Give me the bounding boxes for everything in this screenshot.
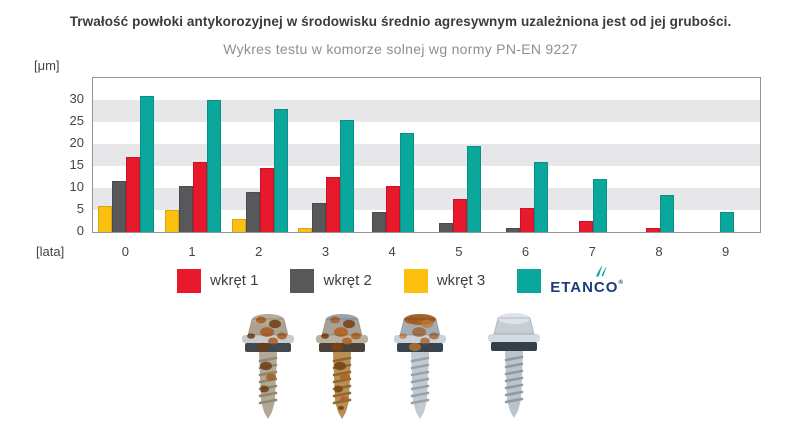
bar-ETANCO-year-6 (533, 161, 548, 232)
bar-wkręt-3-year-2 (231, 218, 246, 232)
bar-group-year-2 (226, 78, 293, 232)
bar-group-year-8 (627, 78, 694, 232)
bar-wkręt-2-year-5 (438, 223, 453, 232)
legend-label: wkręt 2 (323, 272, 372, 289)
legend-swatch-teal (517, 268, 542, 293)
legend-label: wkręt 1 (210, 272, 259, 289)
bar-group-year-7 (560, 78, 627, 232)
x-tick-6: 6 (521, 244, 530, 259)
legend-item-wkret-3: wkręt 3 (403, 268, 486, 293)
bar-group-year-5 (427, 78, 494, 232)
legend-swatch-yellow (403, 268, 428, 293)
bar-ETANCO-year-8 (659, 194, 674, 232)
legend-item-wkret-1: wkręt 1 (177, 268, 259, 293)
bar-ETANCO-year-0 (140, 95, 155, 232)
bar-wkręt-2-year-1 (179, 185, 194, 232)
bar-wkręt-1-year-2 (259, 168, 274, 232)
bar-ETANCO-year-7 (593, 179, 608, 232)
x-tick-7: 7 (588, 244, 596, 259)
legend-label: wkręt 3 (436, 272, 486, 289)
etanco-wordmark: ETANCO® (550, 279, 624, 296)
bar-group-year-1 (160, 78, 227, 232)
bar-wkręt-1-year-6 (519, 207, 534, 232)
x-tick-4: 4 (388, 244, 396, 259)
x-tick-0: 0 (121, 244, 129, 259)
bar-ETANCO-year-4 (400, 133, 415, 232)
bar-wkręt-2-year-6 (505, 227, 520, 232)
legend-swatch-red (177, 268, 202, 293)
bar-group-year-3 (293, 78, 360, 232)
bar-wkręt-2-year-2 (245, 192, 260, 232)
bar-wkręt-1-year-7 (579, 221, 594, 232)
y-tick-10: 10 (69, 179, 84, 194)
x-tick-3: 3 (321, 244, 330, 259)
legend-swatch-gray (290, 268, 315, 293)
bar-ETANCO-year-3 (340, 119, 355, 232)
bar-wkręt-2-year-3 (312, 203, 327, 232)
bar-group-year-9 (693, 78, 760, 232)
bar-wkręt-2-year-4 (372, 212, 387, 232)
screw-photo-4 (483, 310, 545, 425)
etanco-logo: ETANCO® (550, 266, 624, 295)
y-tick-20: 20 (69, 135, 84, 150)
chart-subtitle: Wykres testu w komorze solnej wg normy P… (223, 41, 578, 57)
bar-wkręt-1-year-8 (645, 227, 660, 232)
plot-area (92, 77, 761, 233)
bar-ETANCO-year-2 (273, 108, 288, 232)
bar-wkręt-1-year-0 (126, 157, 141, 232)
y-tick-25: 25 (69, 113, 84, 128)
x-tick-1: 1 (188, 244, 196, 259)
bar-wkręt-1-year-4 (386, 185, 401, 232)
y-tick-15: 15 (69, 157, 84, 172)
bar-ETANCO-year-9 (719, 212, 734, 232)
screw-photo-1 (237, 311, 299, 426)
bar-wkręt-1-year-5 (452, 199, 467, 232)
bar-group-year-0 (93, 78, 160, 232)
screw-photo-3 (389, 311, 451, 426)
x-tick-2: 2 (255, 244, 263, 259)
bar-group-year-4 (360, 78, 427, 232)
bar-wkręt-1-year-3 (326, 177, 341, 232)
bar-wkręt-2-year-0 (112, 181, 127, 232)
x-tick-9: 9 (722, 244, 730, 259)
legend-item-etanco: ETANCO® (517, 266, 624, 295)
chart-title: Trwałość powłoki antykorozyjnej w środow… (69, 14, 732, 29)
bar-ETANCO-year-5 (466, 146, 481, 232)
bar-wkręt-3-year-1 (165, 210, 180, 232)
x-tick-8: 8 (655, 244, 663, 259)
screw-photo-2 (311, 311, 373, 426)
legend-item-wkret-2: wkręt 2 (290, 268, 372, 293)
y-tick-5: 5 (76, 201, 84, 216)
y-axis-unit-label: [μm] (34, 58, 60, 73)
x-tick-5: 5 (455, 244, 463, 259)
y-tick-30: 30 (69, 91, 84, 106)
bar-wkręt-3-year-0 (98, 205, 113, 232)
bar-wkręt-3-year-3 (298, 227, 313, 232)
bar-group-year-6 (493, 78, 560, 232)
legend: wkręt 1 wkręt 2 wkręt 3 ETANCO® (0, 266, 801, 295)
x-axis-unit-label: [lata] (36, 244, 65, 259)
bar-ETANCO-year-1 (207, 100, 222, 232)
y-tick-0: 0 (76, 223, 84, 238)
etanco-swoosh-icon (596, 266, 607, 277)
bar-wkręt-1-year-1 (193, 161, 208, 232)
